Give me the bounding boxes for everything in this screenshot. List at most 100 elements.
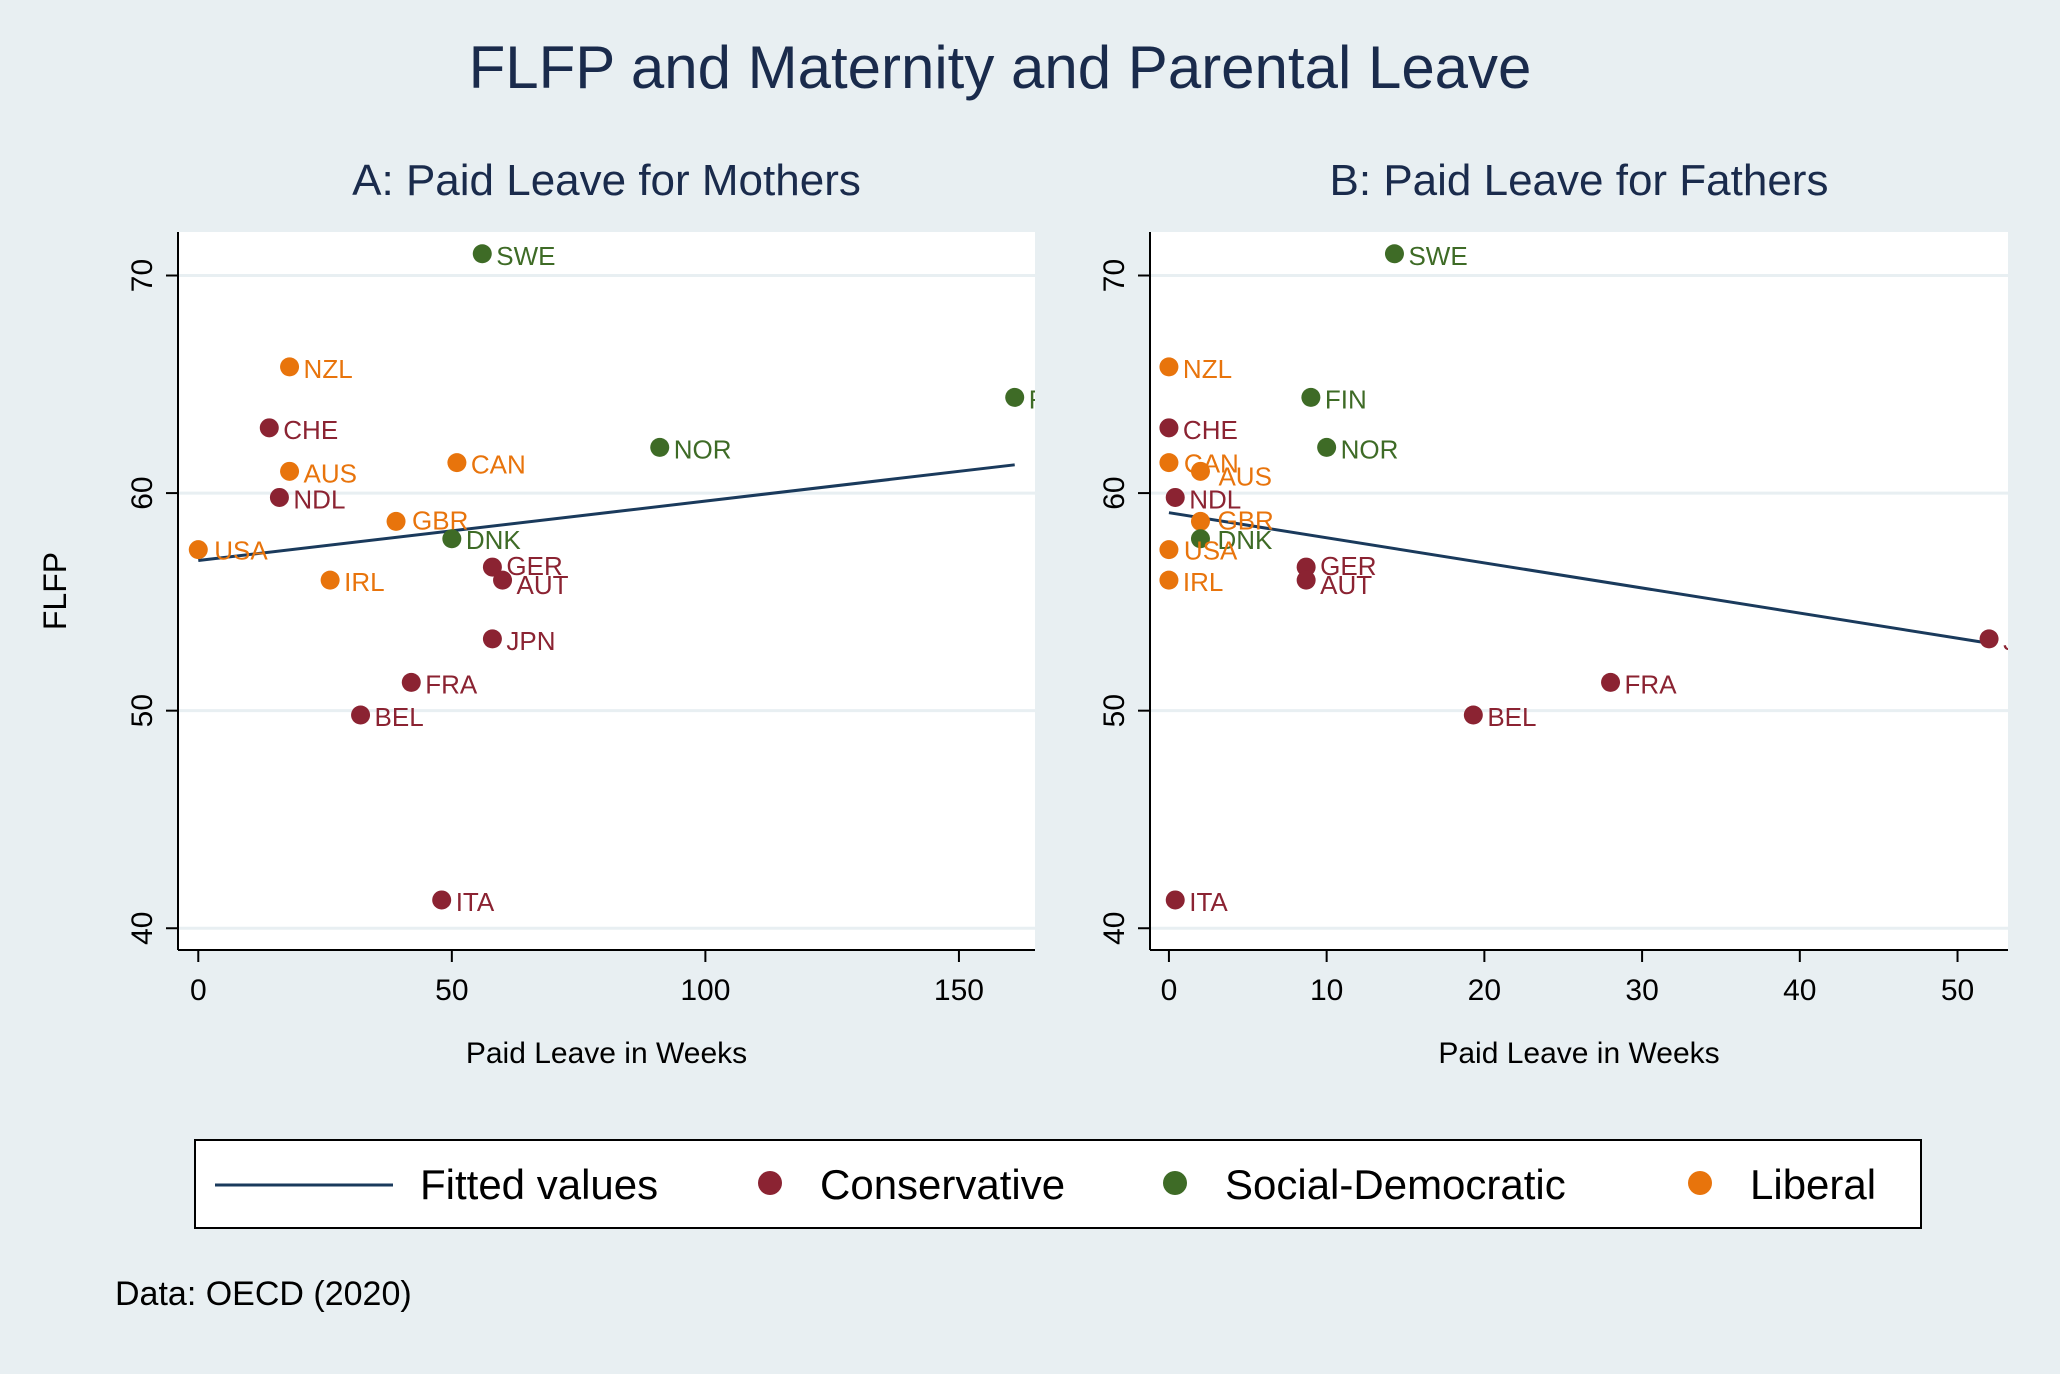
point-label-ndl: NDL <box>293 484 345 514</box>
point-aus <box>1190 461 1210 481</box>
point-label-irl: IRL <box>344 567 384 597</box>
x-tick-label: 50 <box>435 974 468 1007</box>
x-tick-label: 0 <box>190 974 207 1007</box>
point-ger <box>1296 557 1316 577</box>
legend-dot-marker <box>1688 1171 1712 1195</box>
point-label-nzl: NZL <box>304 354 353 384</box>
plot-content: SWENZLFINCHENORCANAUSNDLGBRDNKUSAGERAUTI… <box>1159 241 2052 917</box>
legend-label: Liberal <box>1750 1161 1876 1208</box>
point-label-aut: AUT <box>517 570 569 600</box>
point-bel <box>1463 705 1483 725</box>
legend-label: Conservative <box>820 1161 1065 1208</box>
legend-label: Social-Democratic <box>1225 1161 1566 1208</box>
point-label-fin: FIN <box>1325 384 1367 414</box>
point-label-jpn: JPN <box>2003 626 2052 656</box>
plot-area <box>178 232 1035 950</box>
point-label-che: CHE <box>1183 415 1238 445</box>
legend-dot-marker <box>1163 1171 1187 1195</box>
figure-title: FLFP and Maternity and Parental Leave <box>469 34 1532 101</box>
point-che <box>259 418 279 438</box>
y-tick-label: 40 <box>1098 912 1131 945</box>
legend-label: Fitted values <box>420 1161 658 1208</box>
point-label-aus: AUS <box>1218 461 1271 491</box>
y-tick-label: 50 <box>126 694 159 727</box>
point-label-fra: FRA <box>425 669 478 699</box>
point-label-nzl: NZL <box>1183 354 1232 384</box>
panel-mothers: A: Paid Leave for Mothers 40 50 60 70 0 50 100 1… <box>37 156 1071 1070</box>
legend-dot-marker <box>758 1171 782 1195</box>
point-label-gbr: GBR <box>1217 505 1273 535</box>
point-gbr <box>386 511 406 531</box>
point-label-ndl: NDL <box>1189 484 1241 514</box>
point-aut <box>1296 570 1316 590</box>
y-tick-label: 40 <box>126 912 159 945</box>
point-ita <box>432 890 452 910</box>
legend: Fitted values Conservative Social-Democrat… <box>194 1139 1922 1229</box>
point-nor <box>1317 437 1337 457</box>
point-fin <box>1301 387 1321 407</box>
x-tick-label: 40 <box>1783 974 1816 1007</box>
point-label-nor: NOR <box>1341 434 1399 464</box>
x-tick-label: 50 <box>1941 974 1974 1007</box>
point-dnk <box>442 529 462 549</box>
point-aus <box>280 461 300 481</box>
point-fin <box>1005 387 1025 407</box>
point-label-ger: GER <box>506 551 562 581</box>
data-source-note: Data: OECD (2020) <box>115 1275 412 1313</box>
point-label-fin: FIN <box>1029 384 1071 414</box>
point-label-dnk: DNK <box>1217 525 1273 555</box>
point-label-can: CAN <box>471 450 526 480</box>
y-tick-label: 70 <box>1098 259 1131 292</box>
point-can <box>447 453 467 473</box>
point-gbr <box>1190 511 1210 531</box>
x-axis-label: Paid Leave in Weeks <box>1438 1037 1719 1070</box>
point-nor <box>650 437 670 457</box>
point-label-swe: SWE <box>496 241 555 271</box>
x-tick-label: 30 <box>1625 974 1658 1007</box>
point-che <box>1159 418 1179 438</box>
point-ndl <box>269 487 289 507</box>
subplot-title: A: Paid Leave for Mothers <box>352 156 861 205</box>
point-nzl <box>1159 357 1179 377</box>
point-label-usa: USA <box>214 536 268 566</box>
plot-content: SWENZLFINCHENORCANAUSNDLGBRDNKUSAGERAUTI… <box>188 241 1071 917</box>
point-fra <box>401 672 421 692</box>
x-tick-label: 20 <box>1468 974 1501 1007</box>
point-usa <box>188 540 208 560</box>
point-label-dnk: DNK <box>466 525 522 555</box>
legend-box <box>194 1139 1922 1229</box>
x-tick-label: 0 <box>1161 974 1178 1007</box>
fitted-line <box>198 463 1015 563</box>
point-swe <box>472 244 492 264</box>
point-label-aus: AUS <box>304 458 357 488</box>
fitted-line <box>1168 511 1990 645</box>
subplot-title: B: Paid Leave for Fathers <box>1330 156 1829 205</box>
point-usa <box>1159 540 1179 560</box>
point-label-bel: BEL <box>1487 702 1536 732</box>
point-ger <box>482 557 502 577</box>
point-label-gbr: GBR <box>412 505 468 535</box>
point-aut <box>493 570 513 590</box>
point-irl <box>1159 570 1179 590</box>
point-label-ita: ITA <box>1189 887 1228 917</box>
point-nzl <box>280 357 300 377</box>
x-tick-label: 10 <box>1310 974 1343 1007</box>
y-tick-label: 60 <box>1098 476 1131 509</box>
point-label-bel: BEL <box>375 702 424 732</box>
y-tick-label: 70 <box>126 259 159 292</box>
point-fra <box>1601 672 1621 692</box>
point-label-usa: USA <box>1184 536 1238 566</box>
point-irl <box>320 570 340 590</box>
point-ndl <box>1165 487 1185 507</box>
y-tick-label: 60 <box>126 476 159 509</box>
plot-area <box>1150 232 2008 950</box>
point-label-nor: NOR <box>674 434 732 464</box>
x-axis-label: Paid Leave in Weeks <box>466 1037 747 1070</box>
point-label-aut: AUT <box>1320 570 1372 600</box>
point-swe <box>1384 244 1404 264</box>
x-tick-label: 100 <box>680 974 730 1007</box>
point-bel <box>351 705 371 725</box>
